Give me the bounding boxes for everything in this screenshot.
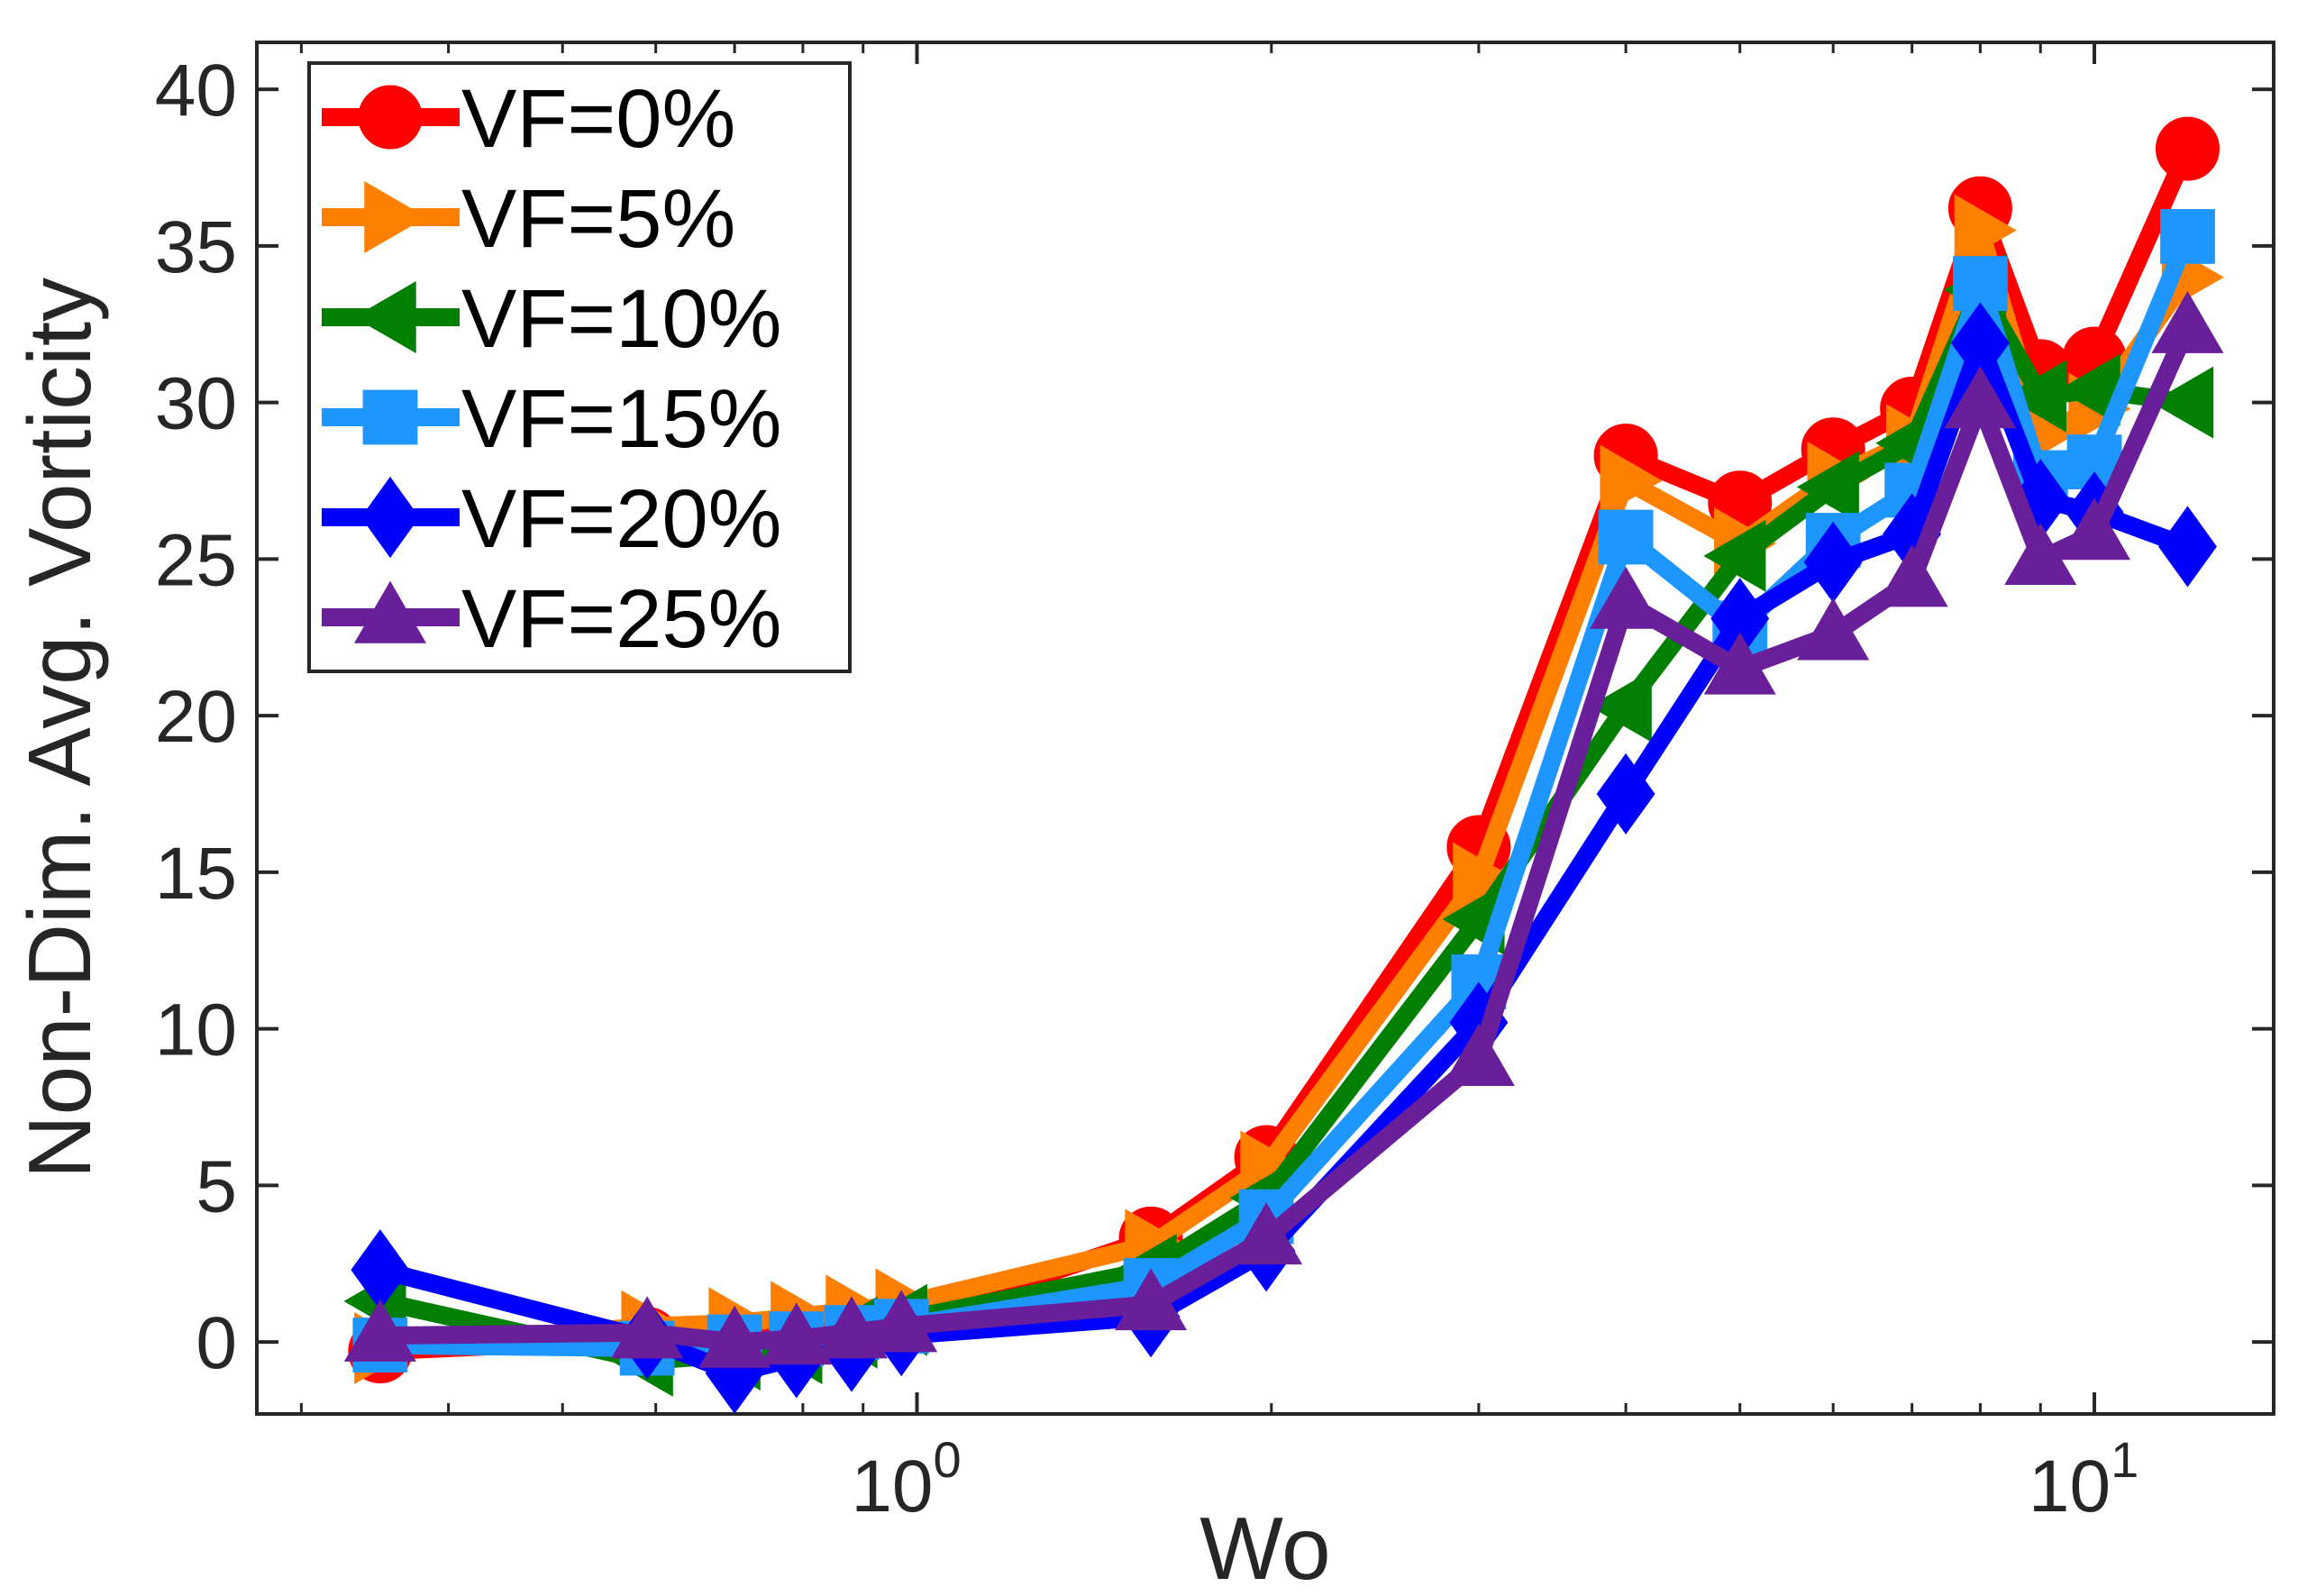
data-point bbox=[865, 1290, 938, 1353]
legend-entry: VF=10% bbox=[322, 273, 781, 365]
y-tick-label: 40 bbox=[155, 50, 237, 132]
data-point bbox=[1600, 444, 1663, 517]
legend-entry: VF=20% bbox=[322, 473, 781, 565]
data-point bbox=[1797, 597, 1870, 661]
data-point bbox=[1703, 519, 1766, 592]
legend-marker bbox=[364, 180, 427, 254]
legend-label: VF=20% bbox=[461, 473, 781, 565]
series-VF=25% bbox=[343, 290, 2224, 1368]
x-axis-label: Wo bbox=[1199, 1499, 1330, 1596]
data-point bbox=[1453, 842, 1516, 915]
y-tick-label: 30 bbox=[155, 363, 237, 445]
legend-label: VF=15% bbox=[461, 373, 781, 465]
data-point bbox=[1598, 509, 1654, 565]
legend-marker bbox=[353, 580, 427, 643]
legend-entries: VF=0%VF=5%VF=10%VF=15%VF=20%VF=25% bbox=[322, 73, 781, 665]
y-tick-label: 20 bbox=[155, 676, 237, 758]
data-point bbox=[1589, 670, 1652, 743]
legend-label: VF=0% bbox=[461, 73, 735, 165]
x-tick-label: 101 bbox=[2029, 1431, 2138, 1528]
legend: VF=0%VF=5%VF=10%VF=15%VF=20%VF=25% bbox=[307, 61, 852, 673]
legend-marker bbox=[358, 85, 423, 150]
y-tick-label: 15 bbox=[155, 833, 237, 915]
y-tick-label: 0 bbox=[196, 1302, 237, 1384]
legend-entry: VF=0% bbox=[322, 73, 735, 165]
x-tick-label: 100 bbox=[851, 1431, 961, 1528]
legend-entry: VF=25% bbox=[322, 573, 781, 665]
data-point bbox=[2151, 366, 2214, 439]
data-point bbox=[698, 1305, 771, 1368]
legend-entry: VF=5% bbox=[322, 173, 735, 265]
data-point bbox=[2151, 290, 2224, 353]
legend-marker bbox=[362, 389, 418, 445]
y-tick-label: 10 bbox=[155, 990, 237, 1072]
axis-tick-labels: 0 5 10 15 20 25 30 35 40 100 101 bbox=[155, 50, 2138, 1528]
legend-label: VF=10% bbox=[461, 273, 781, 365]
data-point bbox=[1796, 451, 1859, 524]
data-point bbox=[1596, 752, 1655, 835]
data-point bbox=[1703, 632, 1776, 695]
data-point bbox=[2155, 116, 2220, 181]
data-point bbox=[1953, 256, 2008, 311]
legend-marker bbox=[353, 280, 416, 354]
legend-label: VF=5% bbox=[461, 173, 735, 265]
y-tick-label: 5 bbox=[196, 1145, 237, 1227]
data-point bbox=[2158, 506, 2217, 588]
data-point bbox=[1954, 194, 2017, 267]
data-point bbox=[815, 1296, 888, 1359]
y-tick-label: 35 bbox=[155, 206, 237, 288]
data-point bbox=[2160, 209, 2215, 264]
y-tick-label: 25 bbox=[155, 519, 237, 601]
legend-label: VF=25% bbox=[461, 573, 781, 665]
data-point bbox=[611, 1296, 684, 1359]
data-point bbox=[1442, 1023, 1515, 1087]
data-point bbox=[2003, 360, 2066, 433]
y-axis-label: Non-Dim. Avg. Vorticity bbox=[10, 278, 109, 1179]
legend-marker bbox=[360, 476, 420, 559]
legend-entry: VF=15% bbox=[322, 373, 781, 465]
data-point bbox=[2004, 522, 2077, 586]
data-point bbox=[1115, 1267, 1188, 1331]
series-layer bbox=[343, 116, 2224, 1414]
data-point bbox=[1875, 544, 1948, 607]
data-point bbox=[1590, 566, 1663, 629]
data-point bbox=[760, 1302, 833, 1365]
data-point bbox=[343, 1299, 416, 1362]
data-point bbox=[1944, 366, 2017, 429]
data-point bbox=[2058, 497, 2131, 561]
data-point bbox=[1230, 1202, 1303, 1265]
legend-box bbox=[307, 61, 852, 673]
